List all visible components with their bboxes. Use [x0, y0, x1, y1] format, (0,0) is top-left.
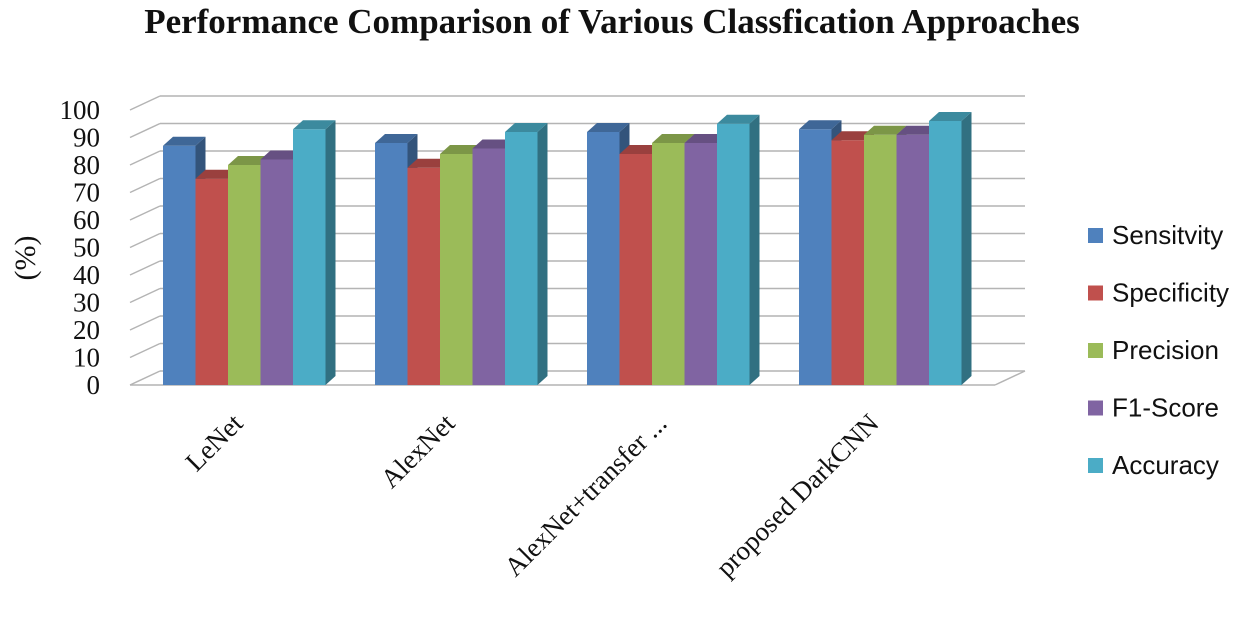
legend-swatch — [1088, 343, 1103, 358]
bar-top — [684, 134, 727, 143]
bar-top — [587, 123, 630, 132]
y-tick-label: 40 — [73, 260, 100, 290]
y-tick-label: 80 — [73, 150, 100, 180]
gridline-depth — [129, 205, 161, 221]
legend-item: Accuracy — [1088, 450, 1219, 480]
y-tick-label: 0 — [87, 370, 101, 400]
legend-item: Specificity — [1088, 278, 1229, 308]
bar-top — [831, 131, 874, 141]
legend-swatch — [1088, 400, 1103, 416]
bar-front — [260, 159, 293, 385]
gridline-depth — [129, 342, 161, 359]
bar-front — [163, 145, 196, 385]
bar-front — [195, 178, 228, 385]
x-category-label: AlexNet+transfer ... — [498, 408, 672, 582]
bar-top — [440, 145, 483, 154]
x-category-label: AlexNet — [375, 408, 461, 494]
bar-top — [407, 158, 450, 168]
bar-top — [717, 114, 760, 124]
bar — [717, 114, 760, 385]
bar-top — [896, 125, 939, 135]
y-tick-label: 10 — [73, 343, 100, 373]
legend-item: Precision — [1088, 335, 1219, 365]
bar-front — [407, 167, 440, 385]
legend-item: F1-Score — [1088, 393, 1219, 423]
y-axis-label: (%) — [9, 236, 42, 281]
bar-front — [896, 134, 929, 385]
bar-top — [375, 134, 418, 143]
bar-top — [505, 123, 548, 132]
bar-side — [961, 112, 972, 385]
bar-front — [505, 132, 538, 385]
bar-top — [864, 125, 907, 135]
bar-front — [864, 134, 897, 385]
bar-front — [619, 154, 652, 385]
gridline-depth — [129, 122, 161, 139]
bar-side — [325, 120, 336, 385]
bars-layer — [163, 112, 972, 385]
bar-top — [472, 139, 515, 149]
legend-item: Sensitvity — [1088, 220, 1223, 250]
bar-front — [375, 143, 408, 385]
bar-front — [929, 121, 962, 385]
bar — [505, 123, 548, 385]
gridline-depth — [129, 315, 161, 331]
x-axis-categories: LeNet AlexNet AlexNet+transfer ... proposed… — [180, 408, 885, 583]
floor-right-edge — [994, 370, 1026, 386]
chart-title: Performance Comparison of Various Classf… — [144, 2, 1080, 41]
y-tick-label: 60 — [73, 205, 100, 235]
bar-side — [749, 114, 760, 385]
gridline-depth — [129, 260, 161, 276]
gridline-depth — [129, 287, 161, 304]
bar-top — [929, 112, 972, 121]
y-tick-label: 70 — [73, 178, 100, 208]
bar-front — [587, 132, 620, 385]
bar-side — [537, 123, 548, 385]
legend-swatch — [1088, 285, 1103, 301]
legend-label: F1-Score — [1112, 393, 1219, 423]
gridline-depth — [129, 177, 161, 194]
gridline-depth — [129, 95, 161, 111]
legend-label: Accuracy — [1112, 450, 1219, 480]
legend-swatch — [1088, 458, 1103, 473]
y-tick-label: 50 — [73, 233, 100, 263]
gridline-depth — [129, 370, 161, 386]
bar-top — [260, 150, 303, 160]
gridline-depth — [129, 232, 161, 249]
bar-front — [799, 129, 832, 385]
y-tick-label: 20 — [73, 315, 100, 345]
x-category-label: LeNet — [180, 408, 249, 477]
legend-swatch — [1088, 228, 1103, 243]
bar-front — [472, 148, 505, 385]
legend-label: Precision — [1112, 335, 1219, 365]
y-tick-label: 90 — [73, 123, 100, 153]
bar-front — [228, 165, 261, 385]
bar-front — [684, 143, 717, 385]
bar-front — [652, 143, 685, 385]
bar-front — [717, 123, 750, 385]
gridline-depth — [129, 150, 161, 166]
bar-top — [228, 156, 271, 165]
bar-front — [831, 140, 864, 385]
legend-label: Sensitvity — [1112, 220, 1223, 250]
bar-top — [799, 120, 842, 130]
bar-top — [652, 134, 695, 143]
bar-top — [619, 145, 662, 154]
bar-top — [195, 169, 238, 179]
x-category-label: proposed DarkCNN — [710, 408, 884, 582]
bar-top — [163, 136, 206, 146]
bar-front — [293, 129, 326, 385]
bar — [293, 120, 336, 385]
y-tick-label: 100 — [60, 95, 101, 125]
legend-label: Specificity — [1112, 278, 1229, 308]
bar-top — [293, 120, 336, 130]
bar — [929, 112, 972, 385]
bar-front — [440, 154, 473, 385]
legend: Sensitvity Specificity Precision F1-Score Ac… — [1088, 220, 1229, 480]
y-tick-label: 30 — [73, 288, 100, 318]
